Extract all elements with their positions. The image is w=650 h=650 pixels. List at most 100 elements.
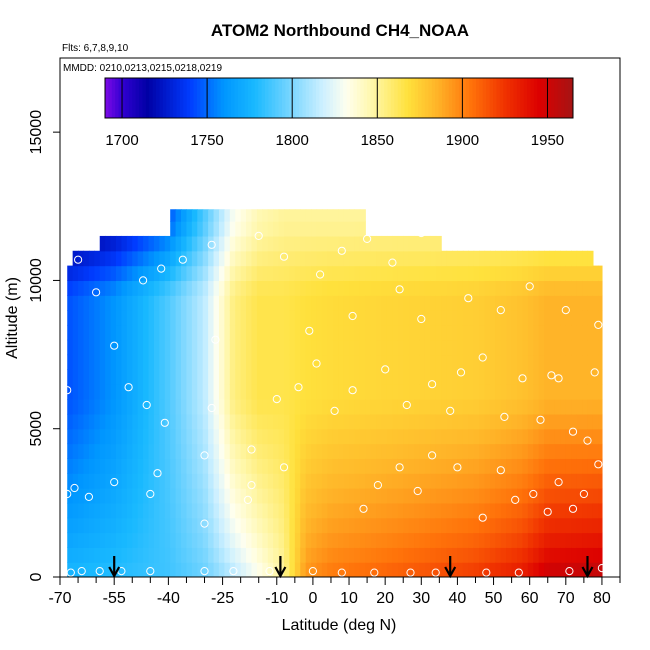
- field-cell: [110, 458, 117, 474]
- field-cell: [549, 443, 556, 459]
- field-cell: [506, 354, 513, 370]
- field-cell: [256, 413, 263, 430]
- field-cell: [126, 369, 133, 385]
- sample-point: [312, 359, 321, 368]
- field-cell: [164, 324, 171, 341]
- field-cell: [202, 354, 209, 370]
- field-cell: [479, 265, 486, 282]
- field-cell: [175, 532, 182, 548]
- field-cell: [538, 488, 545, 504]
- field-cell: [376, 458, 383, 474]
- field-cell: [175, 384, 182, 400]
- field-cell: [300, 295, 307, 311]
- colorbar-swatch: [472, 78, 477, 118]
- field-cell: [598, 502, 603, 519]
- field-cell: [208, 209, 215, 222]
- field-cell: [148, 428, 155, 445]
- field-cell: [343, 235, 350, 252]
- field-cell: [462, 324, 469, 341]
- field-cell: [191, 547, 198, 563]
- field-cell: [349, 221, 356, 237]
- colorbar-swatch: [486, 78, 491, 118]
- field-cell: [544, 413, 551, 430]
- field-cell: [94, 399, 101, 415]
- field-cell: [121, 324, 128, 341]
- field-cell: [148, 562, 155, 577]
- field-cell: [392, 280, 399, 296]
- field-cell: [403, 502, 410, 519]
- field-cell: [159, 532, 166, 548]
- field-cell: [408, 413, 415, 430]
- field-cell: [175, 547, 182, 563]
- field-cell: [218, 488, 225, 504]
- field-cell: [462, 502, 469, 519]
- field-cell: [316, 250, 323, 267]
- colorbar-swatch: [230, 78, 235, 118]
- field-cell: [582, 399, 589, 415]
- field-cell: [88, 310, 95, 326]
- field-cell: [148, 443, 155, 459]
- field-cell: [153, 354, 160, 370]
- field-cell: [67, 532, 74, 548]
- field-cell: [181, 399, 188, 415]
- field-cell: [267, 473, 274, 489]
- field-cell: [441, 369, 448, 385]
- field-cell: [327, 532, 334, 548]
- field-cell: [78, 280, 85, 296]
- field-cell: [381, 473, 388, 489]
- field-cell: [235, 562, 242, 577]
- field-cell: [473, 547, 480, 563]
- field-cell: [278, 517, 285, 534]
- field-cell: [359, 209, 366, 222]
- field-cell: [408, 399, 415, 415]
- field-cell: [457, 399, 464, 415]
- field-cell: [338, 235, 345, 252]
- sample-point: [594, 460, 603, 469]
- field-cell: [170, 473, 177, 489]
- field-cell: [522, 532, 529, 548]
- field-cell: [343, 458, 350, 474]
- field-cell: [137, 428, 144, 445]
- field-cell: [175, 310, 182, 326]
- field-cell: [349, 443, 356, 459]
- field-cell: [332, 413, 339, 430]
- field-cell: [549, 562, 556, 577]
- field-cell: [105, 354, 112, 370]
- field-cell: [153, 369, 160, 385]
- field-cell: [202, 443, 209, 459]
- field-cell: [284, 428, 291, 445]
- field-cell: [446, 532, 453, 548]
- field-cell: [565, 517, 572, 534]
- field-cell: [175, 473, 182, 489]
- field-cell: [181, 517, 188, 534]
- field-cell: [435, 547, 442, 563]
- field-cell: [235, 250, 242, 267]
- field-cell: [159, 250, 166, 267]
- field-cell: [175, 339, 182, 356]
- field-cell: [576, 399, 583, 415]
- field-cell: [305, 310, 312, 326]
- down-arrow-icon: [581, 556, 594, 579]
- field-cell: [500, 310, 507, 326]
- field-cell: [424, 250, 431, 267]
- field-cell: [349, 488, 356, 504]
- field-cell: [284, 562, 291, 577]
- field-cell: [392, 339, 399, 356]
- field-cell: [484, 295, 491, 311]
- field-cell: [235, 517, 242, 534]
- field-cell: [267, 339, 274, 356]
- field-cell: [88, 339, 95, 356]
- field-cell: [587, 384, 594, 400]
- x-tick-label: 70: [557, 590, 575, 607]
- field-cell: [446, 280, 453, 296]
- field-cell: [365, 265, 372, 282]
- field-cell: [294, 235, 301, 252]
- field-cell: [349, 265, 356, 282]
- field-cell: [72, 532, 79, 548]
- field-cell: [484, 280, 491, 296]
- field-cell: [294, 369, 301, 385]
- field-cell: [446, 547, 453, 563]
- field-cell: [99, 235, 106, 252]
- field-cell: [359, 428, 366, 445]
- field-cell: [517, 428, 524, 445]
